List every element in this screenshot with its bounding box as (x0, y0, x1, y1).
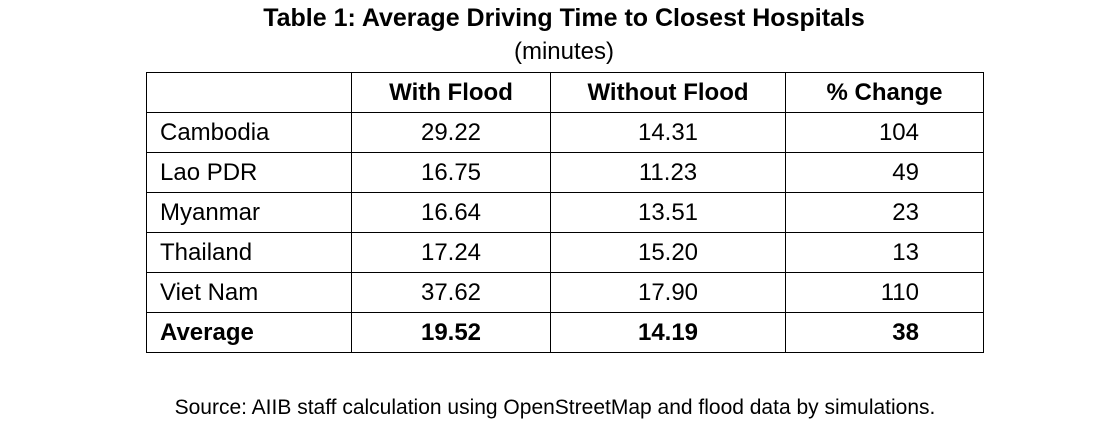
header-cell-pct-change: % Change (785, 72, 984, 113)
pct-change-cell: 13 (785, 232, 984, 273)
pct-change-cell: 23 (785, 192, 984, 233)
pct-change-cell: 104 (785, 112, 984, 153)
country-cell: Thailand (146, 232, 352, 273)
country-cell: Viet Nam (146, 272, 352, 313)
header-cell-with-flood: With Flood (351, 72, 551, 113)
header-row: With Flood Without Flood % Change (146, 72, 984, 113)
table-title: Table 1: Average Driving Time to Closest… (263, 4, 865, 32)
pct-change-cell: 110 (785, 272, 984, 313)
table-row: Viet Nam 37.62 17.90 110 (146, 272, 984, 313)
average-without-flood-cell: 14.19 (550, 312, 786, 353)
country-cell: Lao PDR (146, 152, 352, 193)
table-row: Lao PDR 16.75 11.23 49 (146, 152, 984, 193)
average-pct-change-cell: 38 (785, 312, 984, 353)
with-flood-cell: 17.24 (351, 232, 551, 273)
pct-change-cell: 49 (785, 152, 984, 193)
average-label-cell: Average (146, 312, 352, 353)
table-row: Thailand 17.24 15.20 13 (146, 232, 984, 273)
average-with-flood-cell: 19.52 (351, 312, 551, 353)
average-row: Average 19.52 14.19 38 (146, 312, 984, 353)
without-flood-cell: 13.51 (550, 192, 786, 233)
with-flood-cell: 16.75 (351, 152, 551, 193)
header-cell-without-flood: Without Flood (550, 72, 786, 113)
table-row: Cambodia 29.22 14.31 104 (146, 112, 984, 153)
without-flood-cell: 17.90 (550, 272, 786, 313)
table-subtitle: (minutes) (513, 38, 615, 65)
with-flood-cell: 29.22 (351, 112, 551, 153)
without-flood-cell: 11.23 (550, 152, 786, 193)
without-flood-cell: 14.31 (550, 112, 786, 153)
data-table: With Flood Without Flood % Change Cambod… (146, 72, 984, 353)
with-flood-cell: 37.62 (351, 272, 551, 313)
table-row: Myanmar 16.64 13.51 23 (146, 192, 984, 233)
without-flood-cell: 15.20 (550, 232, 786, 273)
country-cell: Myanmar (146, 192, 352, 233)
source-note: Source: AIIB staff calculation using Ope… (174, 396, 936, 419)
with-flood-cell: 16.64 (351, 192, 551, 233)
country-cell: Cambodia (146, 112, 352, 153)
header-cell-blank (146, 72, 352, 113)
